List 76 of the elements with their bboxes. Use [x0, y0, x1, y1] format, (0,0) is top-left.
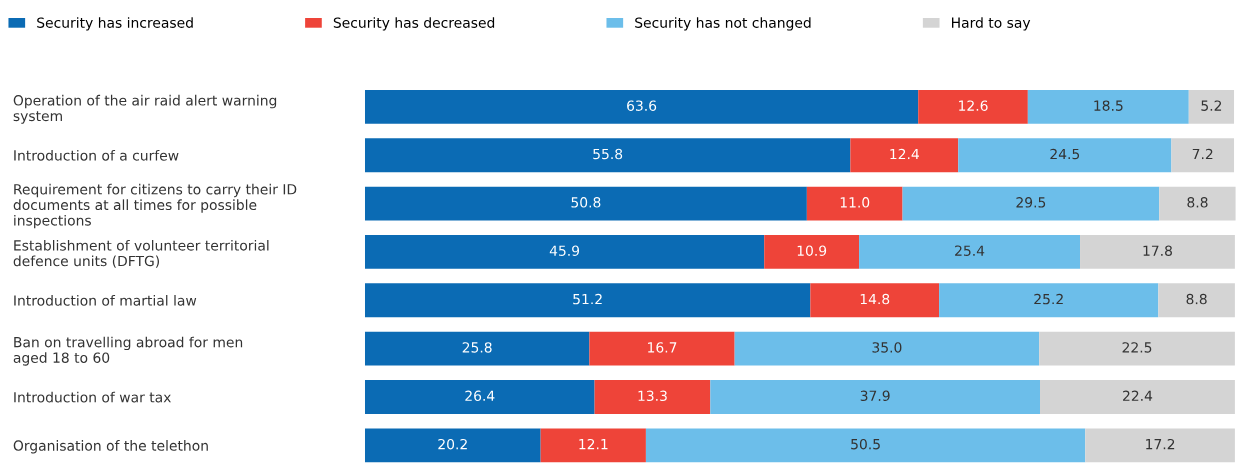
bar	[364, 138, 851, 173]
data-label: 29.5	[1016, 197, 1046, 208]
data-label: 35.0	[872, 342, 902, 353]
bar	[1080, 235, 1235, 269]
data-label: 14.8	[860, 293, 890, 305]
bar	[850, 138, 959, 173]
bar	[734, 331, 1040, 366]
y-tick-label: Ban on travelling abroad for men aged 18 to 60	[13, 336, 243, 366]
bar	[918, 89, 1028, 124]
data-label: 25.2	[1034, 293, 1063, 305]
y-tick-label: Introduction of war tax	[14, 391, 171, 403]
bar	[806, 186, 903, 221]
bar	[364, 186, 807, 221]
y-tick-label: Operation of the air raid alert warning system	[13, 94, 277, 124]
data-label: 18.5	[1094, 100, 1123, 111]
bar	[1027, 89, 1189, 124]
y-tick-label: Establishment of volunteer territorial defence units (DFTG)	[13, 239, 269, 268]
y-tick-label: Requirement for citizens to carry their ID documents at all times for possible inspections	[13, 183, 297, 229]
data-label: 10.9	[797, 245, 827, 256]
bar	[1159, 186, 1236, 221]
legend-label: Hard to say	[952, 17, 1031, 31]
bar	[764, 235, 860, 269]
bar	[958, 138, 1172, 173]
legend-label: Security has decreased	[333, 17, 495, 31]
data-label: 51.2	[573, 293, 602, 305]
data-label: 24.5	[1050, 148, 1080, 160]
bar	[859, 235, 1081, 269]
data-label: 12.6	[959, 100, 988, 111]
bar	[1171, 138, 1235, 173]
data-label: 22.4	[1123, 390, 1153, 401]
bar	[364, 428, 541, 463]
data-label: 12.1	[579, 438, 608, 450]
y-tick-label: Introduction of martial law	[14, 295, 197, 306]
data-label: 12.4	[890, 148, 919, 160]
bar	[594, 380, 711, 414]
bar	[1039, 331, 1235, 366]
data-label: 13.3	[638, 390, 667, 402]
bar	[1158, 283, 1235, 318]
y-tick-label: Organisation of the telethon	[13, 440, 208, 454]
data-label: 17.8	[1143, 245, 1172, 256]
data-label: 7.2	[1192, 148, 1213, 160]
data-label: 5.2	[1201, 100, 1222, 111]
bar	[364, 380, 595, 414]
bar	[364, 283, 811, 318]
data-label: 45.9	[549, 245, 580, 256]
legend-label: Security has increased	[37, 17, 193, 31]
data-label: 20.2	[438, 438, 467, 450]
data-label: 26.4	[465, 390, 495, 402]
data-label: 8.8	[1186, 293, 1207, 305]
bar	[1085, 428, 1235, 463]
bar	[710, 380, 1041, 414]
data-label: 25.4	[955, 245, 985, 256]
bar	[939, 283, 1159, 318]
data-label: 8.8	[1187, 197, 1208, 208]
bar	[364, 331, 590, 366]
bar	[364, 89, 919, 124]
bar	[540, 428, 646, 463]
data-label: 11.0	[840, 197, 870, 208]
data-label: 63.6	[627, 100, 657, 111]
data-label: 16.7	[648, 342, 677, 353]
data-label: 25.8	[462, 342, 492, 353]
data-label: 22.5	[1122, 342, 1152, 353]
bar	[645, 428, 1086, 463]
bar	[1040, 380, 1235, 414]
bar	[902, 186, 1160, 221]
y-tick-label: Introduction of a curfew	[14, 149, 179, 161]
bar	[589, 331, 735, 366]
bar	[364, 235, 765, 269]
data-label: 50.5	[851, 438, 880, 450]
bar	[810, 283, 940, 318]
bar	[1188, 89, 1235, 124]
data-label: 50.8	[571, 197, 601, 208]
data-label: 37.9	[860, 390, 890, 402]
data-label: 17.2	[1146, 438, 1175, 450]
data-label: 55.8	[593, 148, 623, 160]
legend-label: Security has not changed	[635, 17, 811, 31]
